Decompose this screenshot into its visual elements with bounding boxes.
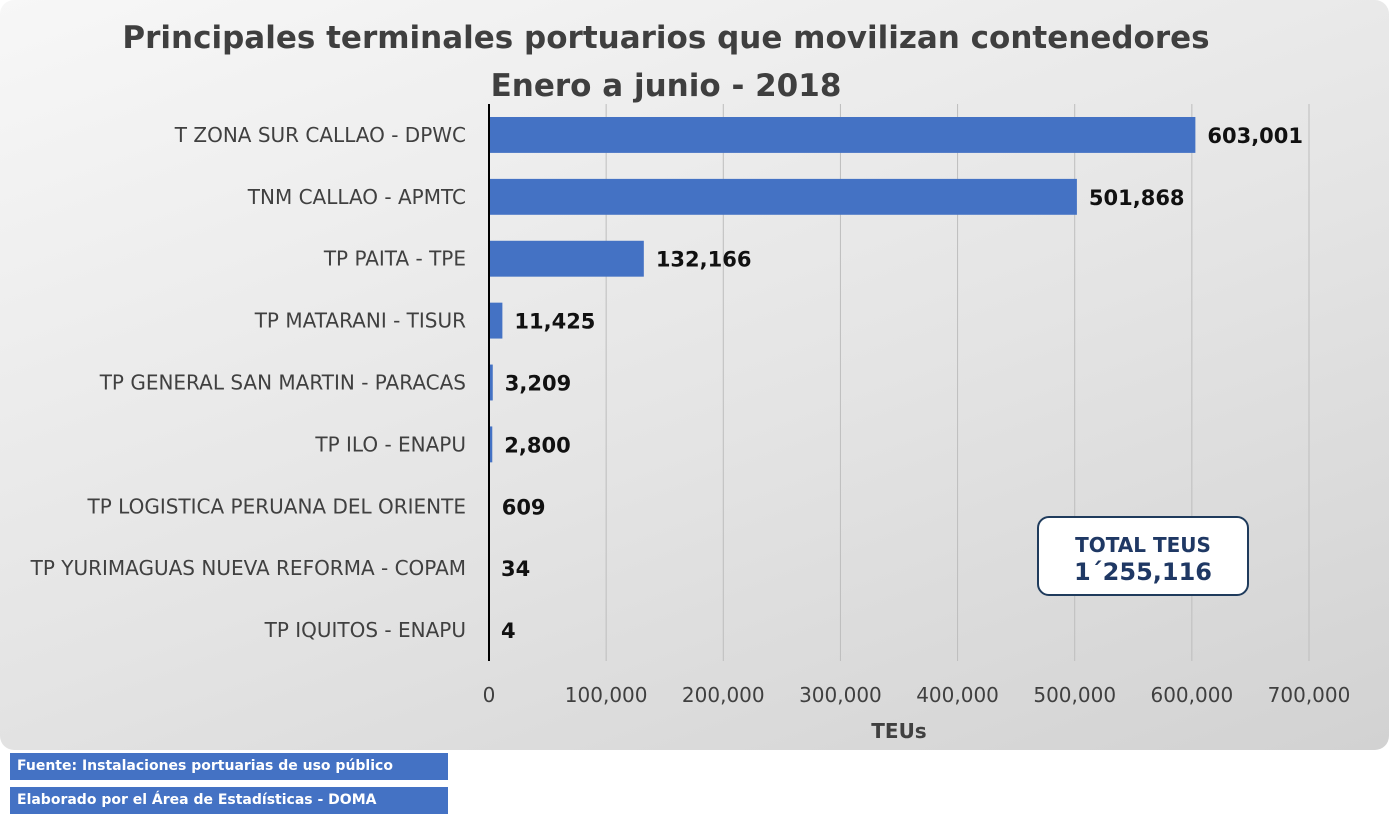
data-label: 609 <box>502 495 546 519</box>
bar-chart: Principales terminales portuarios que mo… <box>30 20 1351 743</box>
x-tick-label: 400,000 <box>916 683 999 707</box>
x-tick-label: 300,000 <box>799 683 882 707</box>
x-tick-label: 700,000 <box>1268 683 1351 707</box>
data-label: 4 <box>501 619 516 643</box>
data-label: 3,209 <box>505 372 571 396</box>
x-tick-label: 500,000 <box>1033 683 1116 707</box>
category-label: TNM CALLAO - APMTC <box>247 185 466 209</box>
bars <box>489 116 1196 649</box>
category-label: TP MATARANI - TISUR <box>254 309 466 333</box>
bar <box>489 364 493 401</box>
data-label: 501,868 <box>1089 186 1185 210</box>
category-label: TP IQUITOS - ENAPU <box>264 618 466 642</box>
total-teus-value: 1´255,116 <box>1073 558 1212 586</box>
data-label: 132,166 <box>656 248 752 272</box>
bar <box>489 178 1077 215</box>
total-teus-box: TOTAL TEUS 1´255,116 <box>1037 516 1249 596</box>
data-label: 11,425 <box>514 310 595 334</box>
category-label: T ZONA SUR CALLAO - DPWC <box>174 123 466 147</box>
total-teus-label: TOTAL TEUS <box>1075 533 1211 557</box>
chart-subtitle: Enero a junio - 2018 <box>491 68 842 104</box>
category-label: TP LOGISTICA PERUANA DEL ORIENTE <box>87 494 466 518</box>
chart-title: Principales terminales portuarios que mo… <box>122 20 1209 56</box>
category-label: TP YURIMAGUAS NUEVA REFORMA - COPAM <box>30 556 466 580</box>
data-label: 34 <box>501 557 530 581</box>
data-label: 603,001 <box>1207 124 1303 148</box>
category-label: TP GENERAL SAN MARTIN - PARACAS <box>99 371 466 395</box>
data-label: 2,800 <box>504 433 570 457</box>
x-tick-label: 0 <box>483 683 496 707</box>
bar <box>489 426 493 463</box>
x-tick-label: 100,000 <box>565 683 648 707</box>
x-tick-label: 200,000 <box>682 683 765 707</box>
category-label: TP PAITA - TPE <box>323 247 466 271</box>
author-note: Elaborado por el Área de Estadísticas - … <box>10 787 448 814</box>
category-label: TP ILO - ENAPU <box>314 432 466 456</box>
bar <box>489 116 1196 153</box>
bar <box>489 240 644 277</box>
labels: 0 100,000 200,000 300,000 400,000 500,000 600,… <box>30 123 1351 707</box>
source-note: Fuente: Instalaciones portuarias de uso … <box>10 753 448 780</box>
bar <box>489 302 503 339</box>
x-tick-label: 600,000 <box>1150 683 1233 707</box>
x-axis-title: TEUs <box>871 719 926 743</box>
